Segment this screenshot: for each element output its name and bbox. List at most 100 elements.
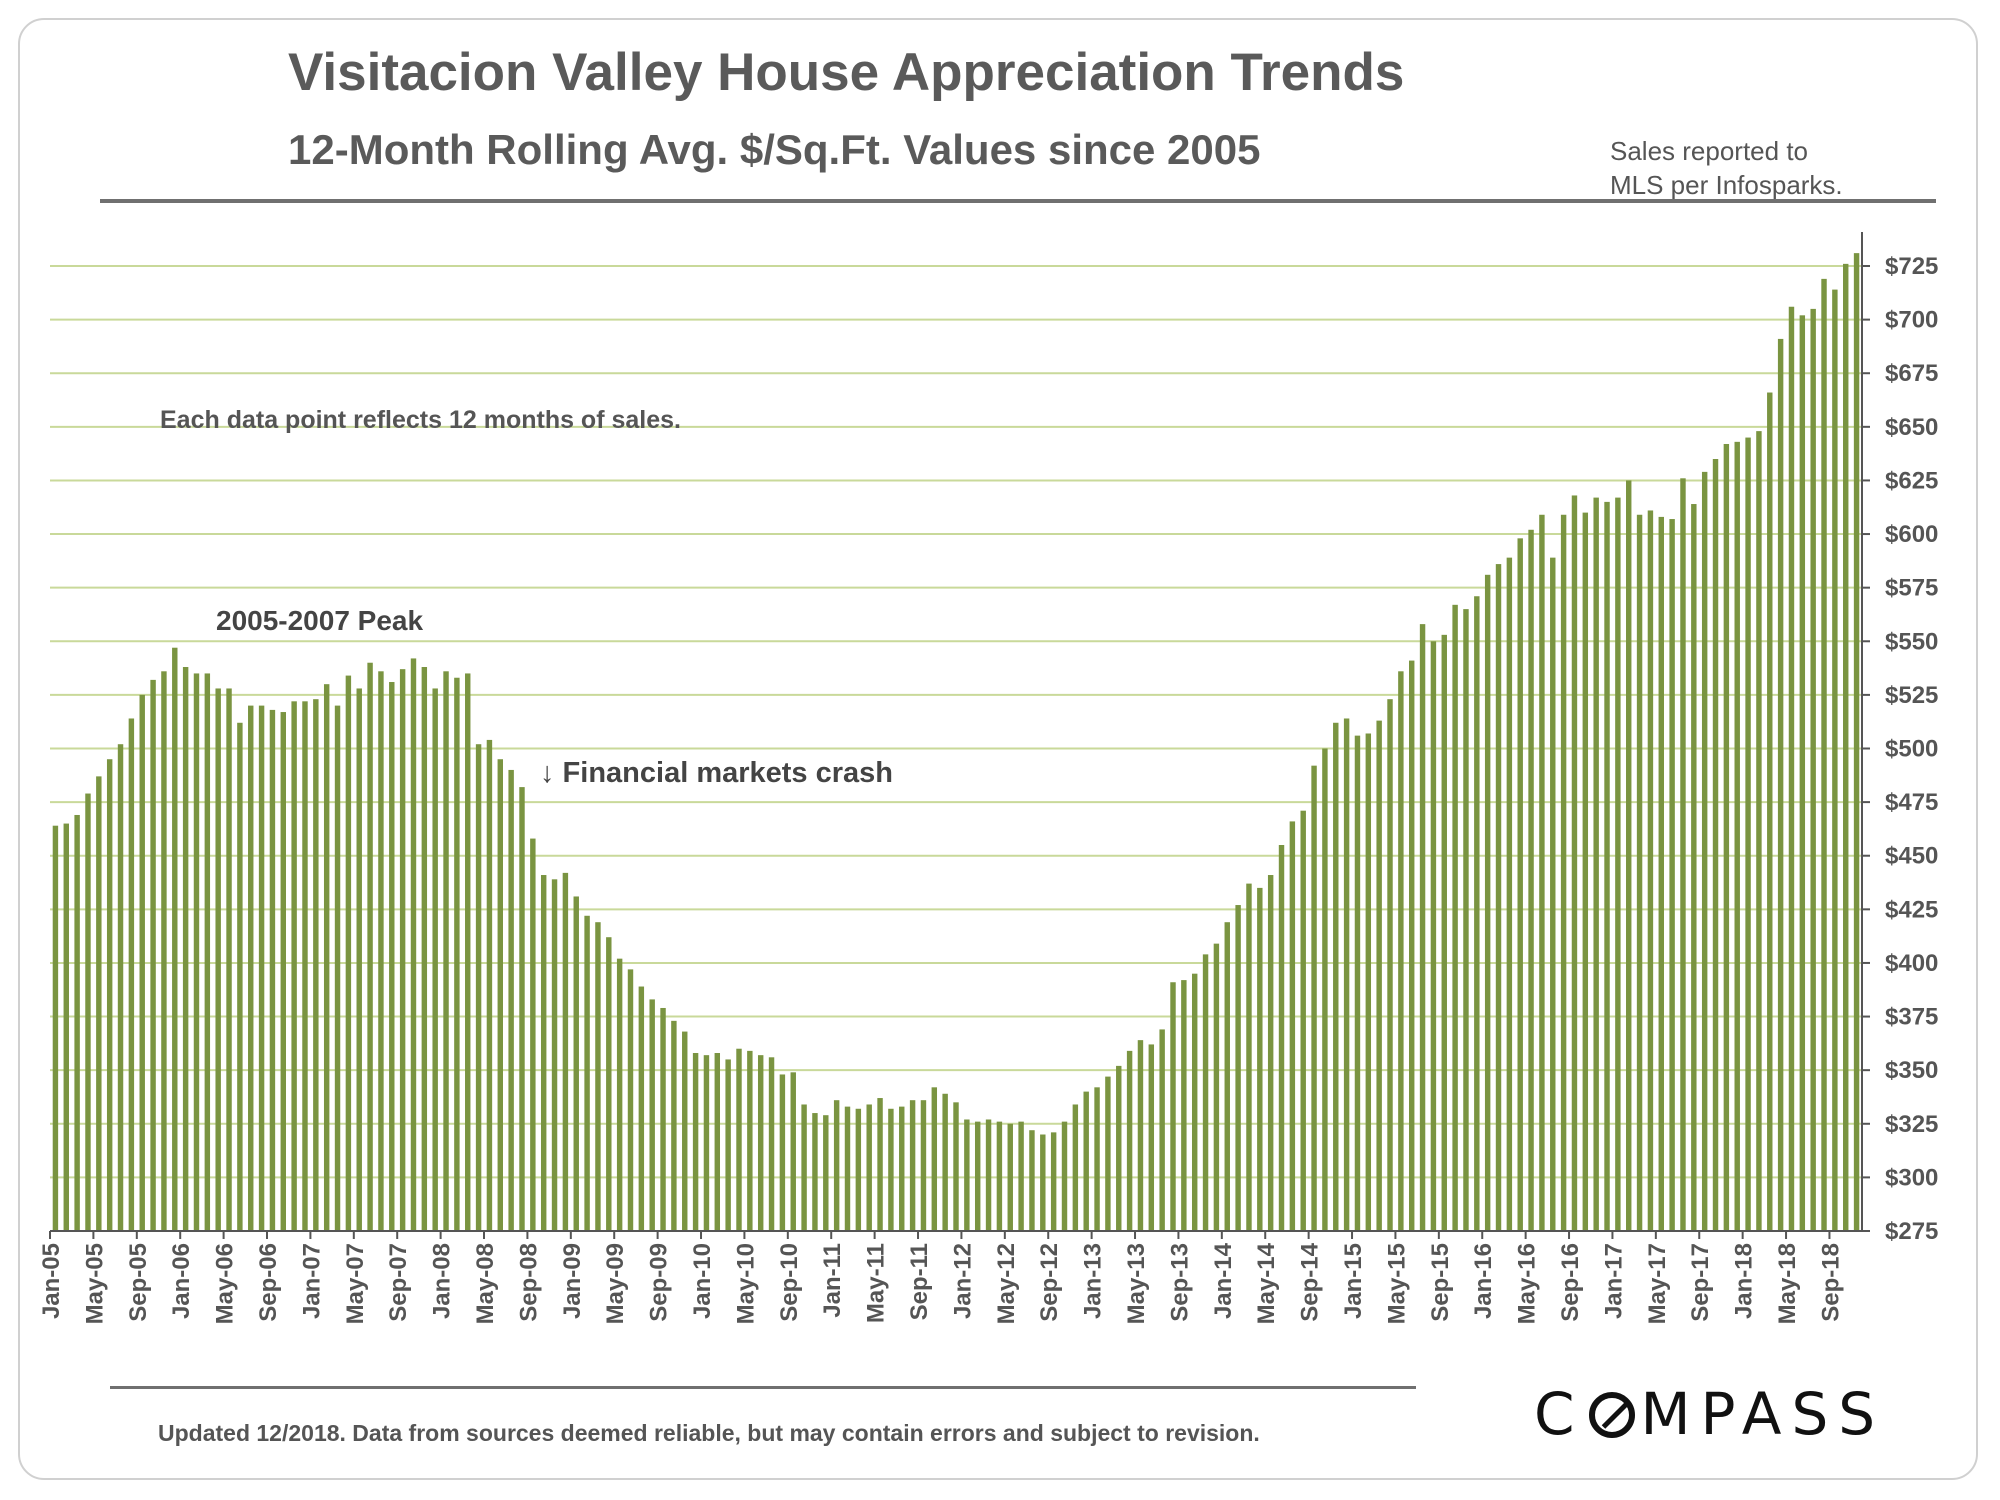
bar (562, 872, 569, 1231)
bar (1202, 954, 1209, 1231)
y-axis-ticks: $275 $300 $325 $350 $375 $400 $425 $450 $475 $500… (1862, 253, 1938, 1245)
bar (1560, 514, 1567, 1231)
bar (117, 744, 124, 1231)
bar (1430, 641, 1437, 1231)
bar (714, 1053, 721, 1231)
x-tick-label: May-12 (993, 1243, 1020, 1324)
x-tick-label: Jan-15 (1340, 1243, 1367, 1319)
bar (356, 688, 362, 1231)
bar (649, 999, 655, 1231)
x-tick-label: Jan-16 (1470, 1243, 1497, 1319)
bar (465, 673, 471, 1231)
x-tick-label: Sep-14 (1297, 1242, 1324, 1321)
bar (1050, 1132, 1057, 1231)
bar (953, 1102, 959, 1231)
bar (757, 1055, 764, 1231)
bar (172, 647, 178, 1231)
bar (1137, 1040, 1144, 1231)
bar (1615, 497, 1621, 1232)
bar (258, 705, 265, 1231)
bar (1061, 1121, 1068, 1231)
bar (1159, 1029, 1165, 1231)
bar (909, 1100, 916, 1231)
bar (779, 1074, 786, 1231)
bar (1582, 512, 1589, 1231)
y-tick-label: $600 (1885, 521, 1938, 548)
bar (1517, 538, 1523, 1231)
source-line-1: Sales reported to (1610, 136, 1809, 166)
x-tick-label: Sep-10 (776, 1243, 803, 1322)
x-tick-label: May-09 (602, 1243, 629, 1324)
bar (768, 1057, 775, 1231)
bar (63, 823, 69, 1231)
bar (812, 1113, 818, 1231)
x-tick-label: Jan-13 (1080, 1243, 1107, 1319)
bar (1018, 1121, 1024, 1231)
bar (725, 1059, 731, 1231)
bar (291, 701, 297, 1231)
y-tick-label: $300 (1885, 1164, 1938, 1191)
bar (1289, 821, 1296, 1231)
bar (660, 1007, 666, 1231)
bar (964, 1119, 970, 1231)
bar (302, 701, 308, 1231)
bar (1235, 905, 1241, 1231)
bar (161, 671, 167, 1231)
bar (74, 814, 80, 1231)
bar (1832, 289, 1838, 1232)
x-tick-label: Jan-17 (1600, 1243, 1627, 1319)
x-tick-label: May-05 (81, 1243, 108, 1324)
y-tick-label: $375 (1885, 1004, 1938, 1031)
bar (237, 722, 243, 1231)
bar (801, 1104, 807, 1231)
x-tick-label: May-13 (1123, 1243, 1150, 1324)
slide-frame (18, 18, 1978, 1480)
bar (1484, 574, 1491, 1231)
bar (106, 759, 113, 1231)
bar (1365, 733, 1372, 1231)
chart-subtitle: 12-Month Rolling Avg. $/Sq.Ft. Values si… (288, 126, 1261, 173)
source-note: Sales reported to MLS per Infosparks. (1610, 134, 1843, 202)
bar (1246, 883, 1252, 1231)
bar (193, 673, 200, 1231)
bar (1843, 263, 1849, 1231)
bar (313, 699, 319, 1231)
bar (226, 688, 232, 1231)
bar (139, 694, 145, 1231)
x-tick-label: Sep-07 (385, 1243, 412, 1322)
x-tick-label: May-08 (472, 1243, 499, 1324)
bar-series (52, 253, 1860, 1232)
bar (833, 1100, 840, 1231)
bar (899, 1106, 905, 1231)
bar (1691, 504, 1697, 1231)
bar (1604, 501, 1610, 1231)
bar (823, 1115, 829, 1231)
x-tick-label: Jan-05 (38, 1243, 65, 1319)
logo-text-start: C (1534, 1380, 1585, 1448)
bar (1550, 557, 1556, 1231)
bar (1148, 1044, 1155, 1231)
x-tick-label: Sep-15 (1427, 1243, 1454, 1322)
bar (1126, 1050, 1133, 1231)
x-tick-label: Jan-09 (559, 1243, 586, 1319)
x-tick-label: May-07 (342, 1243, 369, 1324)
x-tick-label: Jan-14 (1210, 1242, 1237, 1319)
compass-o-icon (1588, 1392, 1635, 1438)
x-tick-label: May-16 (1514, 1243, 1541, 1324)
bar (671, 1020, 677, 1231)
bar (1419, 624, 1426, 1231)
bar (1083, 1091, 1089, 1231)
bar (85, 793, 91, 1231)
bar (1072, 1104, 1079, 1231)
bar (1040, 1134, 1046, 1231)
bar (1300, 810, 1306, 1231)
bar (204, 673, 211, 1231)
x-tick-label: May-14 (1253, 1242, 1280, 1324)
bar (1191, 973, 1198, 1231)
bar (345, 675, 352, 1231)
bar (486, 739, 493, 1231)
y-tick-label: $650 (1885, 414, 1938, 441)
bar (150, 679, 156, 1231)
bar (1105, 1076, 1111, 1231)
bar (1799, 315, 1806, 1231)
